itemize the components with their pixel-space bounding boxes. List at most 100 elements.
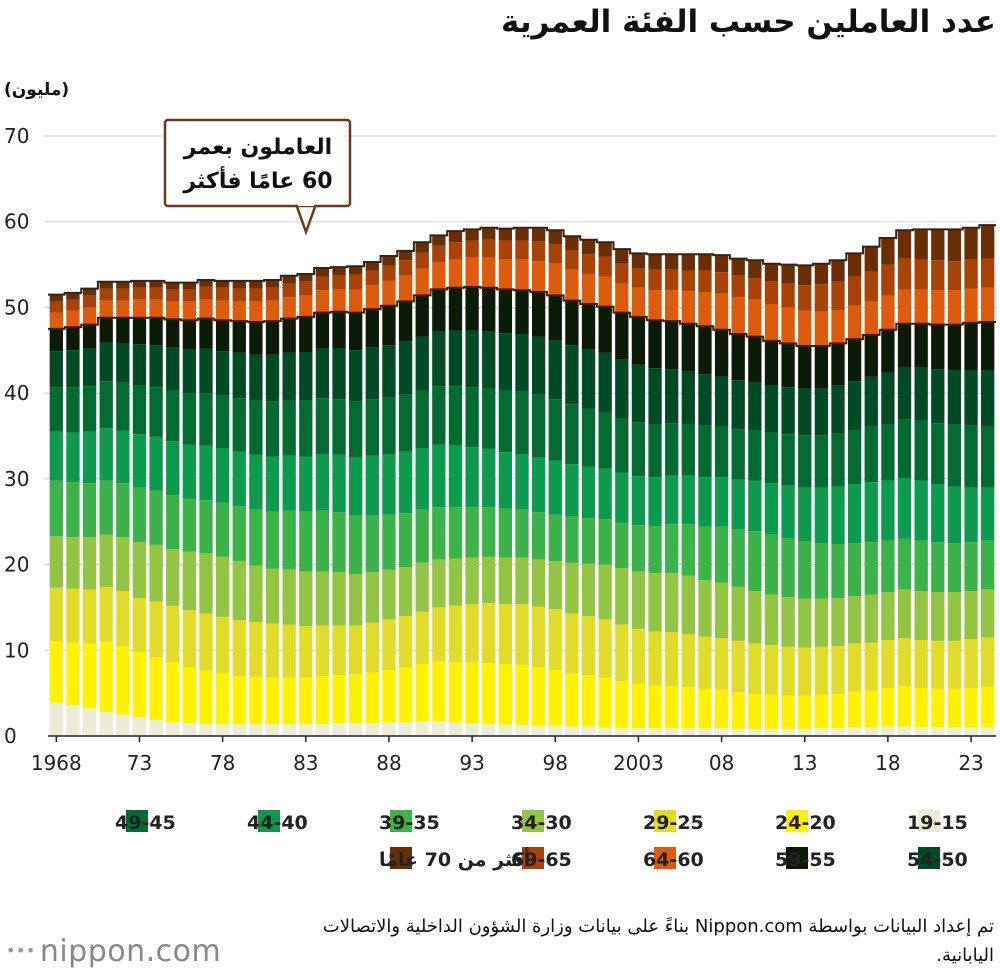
bar-segment-1992-34-30 (448, 558, 463, 606)
bar-segment-1983-54-50 (299, 352, 313, 401)
bar-1975 (166, 282, 180, 736)
bar-segment-1969-54-50 (66, 350, 80, 388)
bar-segment-2014-59-55 (814, 346, 829, 388)
bar-segment-2020-34-30 (914, 591, 928, 640)
bar-segment-1976-64-60 (182, 301, 197, 321)
bar-segment-2007-34-30 (698, 580, 712, 637)
bar-segment-2018-44-40 (881, 480, 895, 541)
callout-line-2: 60 عامًا فأكثر (182, 165, 332, 194)
x-tick-label-2003: 2003 (613, 751, 664, 775)
x-tick-label-13: 13 (792, 751, 817, 775)
bar-2014 (814, 263, 829, 736)
bar-segment-1970-69-65 (82, 295, 97, 308)
bar-segment-1989-19-15 (398, 722, 413, 736)
bar-segment-1975-34-30 (166, 549, 180, 606)
bar-segment-2020-69-65 (914, 259, 928, 290)
bar-segment-1997-69-65 (531, 241, 546, 262)
bar-segment-1987-49-45 (365, 399, 379, 456)
bar-segment-1968-24-20 (49, 641, 63, 703)
bar-segment-1973-69-65 (132, 287, 147, 300)
bar-segment-1974-29-25 (149, 601, 163, 658)
bar-segment-2004-34-30 (648, 573, 662, 632)
bar-segment-2014-24-20 (814, 694, 829, 729)
bar-segment-2022-44-40 (947, 486, 962, 544)
bar-segment-1968-34-30 (49, 536, 63, 588)
legend-swatch (654, 810, 676, 832)
bar-segment-2002-39-35 (615, 522, 629, 568)
bar-segment-1982-34-30 (282, 569, 296, 625)
bar-segment-1974-أكثر من 70 عامًا (149, 280, 163, 288)
bar-segment-1987-69-65 (365, 270, 379, 286)
bar-segment-1985-29-25 (332, 625, 346, 676)
bar-segment-1975-54-50 (166, 347, 180, 391)
bar-segment-1976-44-40 (182, 444, 197, 499)
bar-segment-1985-59-55 (332, 311, 346, 349)
bar-segment-2002-44-40 (615, 472, 629, 523)
bar-segment-2008-19-15 (714, 728, 729, 736)
bar-segment-2018-19-15 (881, 726, 895, 736)
bar-segment-2019-44-40 (897, 478, 912, 539)
bar-segment-1981-29-25 (265, 623, 280, 678)
bar-segment-1998-49-45 (548, 399, 562, 461)
bar-segment-1975-24-20 (166, 662, 180, 723)
bar-segment-1979-29-25 (232, 620, 246, 676)
bar-segment-1982-64-60 (282, 297, 296, 319)
bar-segment-2004-29-25 (648, 631, 662, 686)
bar-segment-2024-69-65 (981, 258, 995, 288)
bar-segment-1987-44-40 (365, 455, 379, 516)
bar-segment-1990-44-40 (415, 448, 429, 510)
bar-segment-1992-59-55 (448, 287, 463, 331)
bar-segment-1984-أكثر من 70 عامًا (315, 268, 330, 277)
bar-segment-1988-أكثر من 70 عامًا (382, 256, 396, 266)
bar-segment-2021-49-45 (931, 423, 945, 484)
bar-segment-1994-19-15 (482, 724, 496, 736)
bar-segment-2015-54-50 (831, 385, 845, 434)
y-tick-label-40: 40 (4, 381, 29, 405)
bar-segment-1970-44-40 (82, 431, 97, 484)
bar-segment-1994-44-40 (482, 448, 496, 508)
legend-label: 24-20 (775, 812, 836, 834)
bar-segment-1996-39-35 (515, 509, 529, 558)
bar-segment-2000-39-35 (581, 518, 596, 564)
bar-segment-1968-69-65 (49, 301, 63, 313)
bar-segment-1981-24-20 (265, 677, 280, 724)
bar-segment-2012-59-55 (781, 343, 795, 388)
bar-segment-1972-24-20 (116, 646, 130, 715)
bar-segment-1996-49-45 (515, 391, 529, 454)
bar-segment-1990-54-50 (415, 336, 429, 391)
bar-segment-1989-29-25 (398, 616, 413, 668)
bar-segment-2019-أكثر من 70 عامًا (897, 230, 912, 259)
bar-segment-1971-54-50 (99, 342, 113, 382)
bar-1984 (315, 268, 330, 736)
bar-segment-1988-34-30 (382, 569, 396, 620)
bar-segment-1988-39-35 (382, 514, 396, 570)
bar-1990 (415, 242, 429, 736)
bar-1983 (299, 274, 313, 736)
bar-segment-2000-54-50 (581, 349, 596, 409)
bar-segment-1980-44-40 (249, 454, 263, 510)
bar-segment-2013-24-20 (798, 695, 812, 730)
bar-segment-1999-أكثر من 70 عامًا (565, 236, 579, 250)
bar-segment-2005-64-60 (665, 290, 679, 322)
bar-segment-1983-69-65 (299, 281, 313, 296)
bar-2015 (831, 260, 845, 736)
bar-segment-2014-29-25 (814, 646, 829, 695)
bar-2004 (648, 254, 662, 736)
bar-segment-1969-39-35 (66, 482, 80, 538)
bar-segment-2005-24-20 (665, 686, 679, 729)
bar-segment-1978-34-30 (215, 556, 230, 617)
bar-segment-1975-64-60 (166, 301, 180, 320)
x-tick-label-83: 83 (293, 751, 318, 775)
bar-segment-1994-29-25 (482, 603, 496, 664)
bar-1970 (82, 288, 97, 736)
bar-2018 (881, 238, 895, 736)
bar-segment-1980-69-65 (249, 288, 263, 302)
y-tick-label-30: 30 (4, 467, 29, 491)
bar-segment-2007-أكثر من 70 عامًا (698, 254, 712, 271)
bar-segment-2004-39-35 (648, 526, 662, 574)
x-tick-label-23: 23 (958, 751, 983, 775)
bar-segment-1991-49-45 (432, 386, 446, 445)
bar-segment-1972-59-55 (116, 317, 130, 344)
bar-segment-2007-19-15 (698, 728, 712, 736)
bar-segment-2023-49-45 (964, 425, 978, 488)
